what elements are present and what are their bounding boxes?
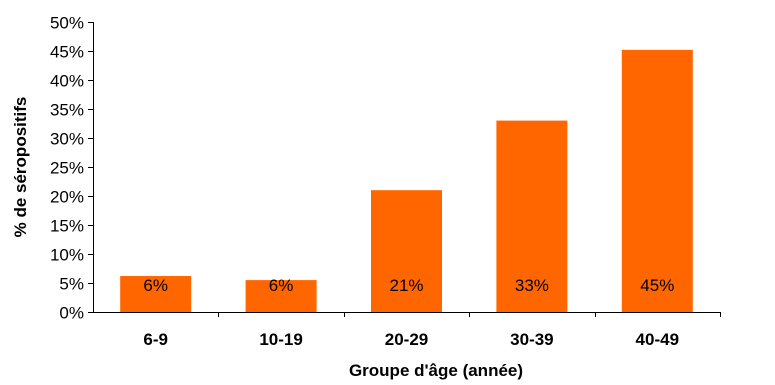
y-tick-label: 5% xyxy=(59,275,84,294)
y-axis-title: % de séropositifs xyxy=(11,97,30,238)
y-tick-label: 50% xyxy=(50,14,84,33)
bar xyxy=(120,276,192,312)
y-tick-label: 35% xyxy=(50,101,84,120)
bar xyxy=(371,190,442,312)
bar xyxy=(496,120,568,312)
bar-data-label: 6% xyxy=(269,276,294,295)
y-tick-label: 10% xyxy=(50,246,84,265)
x-tick-label: 40-49 xyxy=(636,330,679,349)
bar-data-label: 45% xyxy=(640,276,674,295)
y-tick-label: 30% xyxy=(50,130,84,149)
bar xyxy=(621,49,693,313)
bars: 6% 6% 21% 33% 45% xyxy=(120,49,693,313)
y-tick-label: 15% xyxy=(50,217,84,236)
y-axis-ticks: 0% 5% 10% 15% 20% 25% 30% 35% 40% 45% 50% xyxy=(50,14,93,323)
y-tick-label: 45% xyxy=(50,43,84,62)
y-tick-label: 20% xyxy=(50,188,84,207)
y-tick-label: 40% xyxy=(50,72,84,91)
x-tick-label: 20-29 xyxy=(385,330,428,349)
x-axis-ticks: 6-9 10-19 20-29 30-39 40-49 xyxy=(143,312,721,349)
y-tick-label: 25% xyxy=(50,159,84,178)
bar-data-label: 6% xyxy=(143,276,168,295)
x-tick-label: 10-19 xyxy=(259,330,302,349)
bar-data-label: 21% xyxy=(389,276,423,295)
y-tick-label: 0% xyxy=(59,304,84,323)
x-tick-label: 6-9 xyxy=(143,330,168,349)
x-axis-title: Groupe d'âge (année) xyxy=(349,361,523,380)
bar xyxy=(245,280,317,312)
bar-data-label: 33% xyxy=(515,276,549,295)
x-tick-label: 30-39 xyxy=(510,330,553,349)
